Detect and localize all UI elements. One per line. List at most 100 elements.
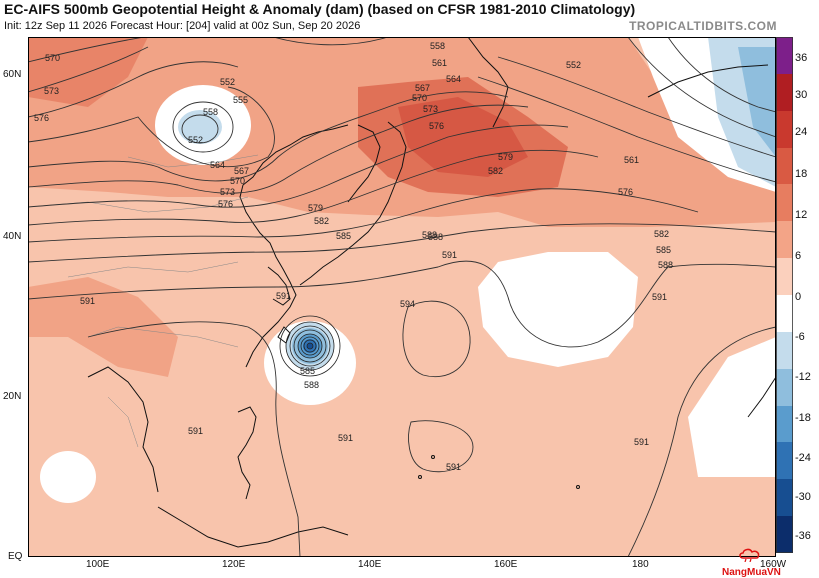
colorbar-swatch — [776, 148, 793, 184]
height-contours — [28, 37, 776, 557]
contour-label: 552 — [220, 77, 235, 87]
contour-label: 582 — [314, 216, 329, 226]
contour-label: 567 — [415, 83, 430, 93]
colorbar-label: 24 — [795, 126, 808, 138]
colorbar-swatch — [776, 37, 793, 74]
anomaly-zone-mid-pacific — [478, 252, 638, 367]
colorbar-swatch — [776, 221, 793, 258]
anomaly-zone-sw — [40, 451, 96, 503]
contour-label: 564 — [210, 160, 225, 170]
contour-label: 591 — [634, 437, 649, 447]
contour-label: 564 — [446, 74, 461, 84]
contour-label: 594 — [400, 299, 415, 309]
contour-label: 573 — [423, 104, 438, 114]
contour-label: 561 — [432, 58, 447, 68]
anomaly-zone-low-nw-2 — [178, 110, 222, 144]
contour-label: 588 — [428, 232, 443, 242]
lon-label: 180 — [632, 559, 649, 570]
anomaly-zone-core-2 — [398, 97, 528, 177]
contour-label: 579 — [308, 203, 323, 213]
cloud-rain-icon — [739, 548, 760, 563]
contour-label: 567 — [234, 166, 249, 176]
colorbar-label: 18 — [795, 168, 808, 180]
brand-text: TROPICALTIDBITS.COM — [629, 19, 777, 33]
map-title: EC-AIFS 500mb Geopotential Height & Anom… — [4, 1, 636, 17]
contour-label: 555 — [233, 95, 248, 105]
contour-label: 591 — [442, 250, 457, 260]
contour-label: 576 — [218, 199, 233, 209]
contour-labels: 570 573 576 552 555 558 552 564 567 570 … — [34, 41, 673, 472]
colorbar-swatch — [776, 442, 793, 479]
colorbar-label: -24 — [795, 452, 811, 464]
contour-label: 558 — [203, 107, 218, 117]
lon-label: 160E — [494, 559, 518, 570]
colorbar-label: 36 — [795, 52, 808, 64]
lat-label: EQ — [8, 551, 23, 562]
colorbar-label: -36 — [795, 530, 811, 542]
colorbar-swatch — [776, 295, 793, 332]
map-subtitle: Init: 12z Sep 11 2026 Forecast Hour: [20… — [4, 20, 361, 32]
lon-label: 100E — [86, 559, 110, 570]
contour-label: 585 — [656, 245, 671, 255]
contour-label: 573 — [220, 187, 235, 197]
cutoff-low-contours — [172, 101, 234, 153]
anomaly-zone-low-ne-3 — [738, 47, 776, 157]
colorbar-swatch — [776, 332, 793, 369]
anomaly-zone-west — [28, 277, 178, 377]
contour-label: 591 — [446, 462, 461, 472]
contour-label: 552 — [188, 135, 203, 145]
watermark-logo: NangMuaVN — [722, 548, 781, 578]
colorbar-label: -12 — [795, 371, 811, 383]
colorbar-label: 30 — [795, 89, 808, 101]
colorbar — [776, 37, 793, 553]
typhoon-ring-5 — [307, 343, 313, 349]
colorbar-swatch — [776, 479, 793, 516]
colorbar-swatch — [776, 369, 793, 406]
colorbar-label: -30 — [795, 491, 811, 503]
contour-label: 558 — [430, 41, 445, 51]
borders — [28, 154, 259, 448]
colorbar-label: -18 — [795, 412, 811, 424]
contour-label: 591 — [652, 292, 667, 302]
contour-label: 570 — [230, 176, 245, 186]
lat-label: 40N — [3, 231, 22, 242]
contour-label: 579 — [498, 152, 513, 162]
contour-label: 570 — [45, 53, 60, 63]
anomaly-zone-east — [688, 337, 776, 477]
colorbar-label: 12 — [795, 209, 808, 221]
colorbar-swatch — [776, 516, 793, 553]
contour-label: 576 — [429, 121, 444, 131]
contour-label: 588 — [658, 260, 673, 270]
forecast-map: 570 573 576 552 555 558 552 564 567 570 … — [28, 37, 776, 557]
colorbar-swatch — [776, 74, 793, 111]
contour-label: 591 — [188, 426, 203, 436]
contour-label: 561 — [624, 155, 639, 165]
contour-label: 552 — [566, 60, 581, 70]
contour-label: 570 — [412, 93, 427, 103]
colorbar-label: 0 — [795, 291, 802, 303]
contour-label: 573 — [44, 86, 59, 96]
contour-label: 588 — [422, 230, 437, 240]
lat-label: 20N — [3, 391, 22, 402]
contour-label: 591 — [276, 291, 291, 301]
lon-label: 160W — [760, 559, 787, 570]
colorbar-swatch — [776, 406, 793, 442]
colorbar-swatch — [776, 258, 793, 295]
contour-label: 585 — [336, 231, 351, 241]
typhoon-contours — [279, 315, 341, 377]
lon-label: 120E — [222, 559, 246, 570]
colorbar-label: -6 — [795, 331, 805, 343]
lon-label: 140E — [358, 559, 382, 570]
contour-label: 582 — [654, 229, 669, 239]
contour-label: 576 — [618, 187, 633, 197]
contour-label: 585 — [300, 366, 315, 376]
contour-label: 588 — [304, 380, 319, 390]
colorbar-swatch — [776, 184, 793, 221]
contour-label: 591 — [80, 296, 95, 306]
coastlines — [87, 37, 776, 548]
contour-label: 576 — [34, 113, 49, 123]
contour-label: 582 — [488, 166, 503, 176]
contour-label: 591 — [338, 433, 353, 443]
map-frame — [28, 37, 776, 557]
lat-label: 60N — [3, 69, 22, 80]
